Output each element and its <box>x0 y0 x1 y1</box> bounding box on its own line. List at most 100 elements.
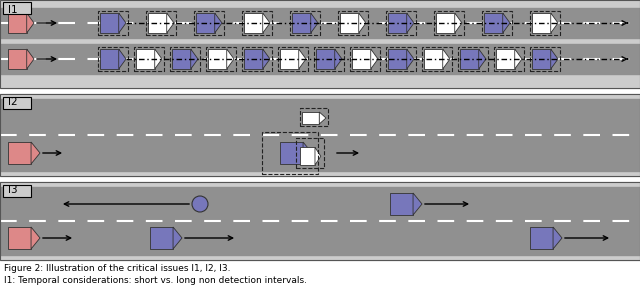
Bar <box>460 49 479 69</box>
Bar <box>206 47 236 71</box>
Bar <box>296 138 324 168</box>
Bar <box>496 49 515 69</box>
Polygon shape <box>479 49 486 69</box>
Bar <box>300 108 328 126</box>
Bar <box>242 11 272 35</box>
Bar <box>280 142 303 164</box>
Bar <box>350 47 380 71</box>
Text: I2: I2 <box>8 97 18 107</box>
Bar <box>300 147 315 165</box>
Polygon shape <box>455 13 462 33</box>
Bar <box>0 94 640 176</box>
Polygon shape <box>166 13 174 33</box>
Circle shape <box>192 196 208 212</box>
Polygon shape <box>359 13 366 33</box>
Bar <box>0 99 640 171</box>
Bar <box>100 49 119 69</box>
Polygon shape <box>550 49 558 69</box>
Bar <box>8 227 31 249</box>
Bar <box>3 97 31 109</box>
Bar <box>208 49 227 69</box>
Polygon shape <box>303 142 312 164</box>
Bar <box>98 11 128 35</box>
Bar <box>136 49 155 69</box>
Polygon shape <box>299 49 306 69</box>
Bar <box>0 44 640 74</box>
Polygon shape <box>315 147 321 165</box>
Bar <box>316 49 335 69</box>
Bar <box>262 132 318 174</box>
Text: I3: I3 <box>8 185 18 195</box>
Bar <box>482 11 512 35</box>
Bar <box>98 47 128 71</box>
Polygon shape <box>371 49 378 69</box>
Polygon shape <box>215 13 222 33</box>
Bar <box>458 47 488 71</box>
Bar <box>290 11 320 35</box>
Polygon shape <box>311 13 318 33</box>
Polygon shape <box>155 49 162 69</box>
Bar <box>100 13 119 33</box>
Bar <box>352 49 371 69</box>
Polygon shape <box>443 49 450 69</box>
Polygon shape <box>227 49 234 69</box>
Bar <box>8 13 27 33</box>
Bar <box>146 11 176 35</box>
Bar <box>0 8 640 38</box>
Bar <box>242 47 272 71</box>
Bar <box>170 47 200 71</box>
Polygon shape <box>31 142 40 164</box>
Bar <box>530 227 553 249</box>
Polygon shape <box>173 227 182 249</box>
Bar <box>484 13 503 33</box>
Bar <box>388 49 407 69</box>
Bar <box>292 13 311 33</box>
Bar <box>530 47 560 71</box>
Bar <box>532 13 550 33</box>
Polygon shape <box>263 13 270 33</box>
Bar <box>278 47 308 71</box>
Bar <box>8 49 27 69</box>
Polygon shape <box>413 193 422 215</box>
Bar <box>244 13 263 33</box>
Text: Figure 2: Illustration of the critical issues I1, I2, I3.: Figure 2: Illustration of the critical i… <box>4 264 230 273</box>
Bar <box>338 11 368 35</box>
Bar <box>494 47 524 71</box>
Bar <box>194 11 224 35</box>
Bar <box>314 47 344 71</box>
Polygon shape <box>335 49 342 69</box>
Bar <box>386 47 416 71</box>
Bar <box>8 142 31 164</box>
Bar <box>436 13 455 33</box>
Bar <box>390 193 413 215</box>
Bar <box>532 49 550 69</box>
Bar <box>0 182 640 260</box>
Bar <box>172 49 191 69</box>
Bar <box>3 2 31 14</box>
Bar <box>422 47 452 71</box>
Polygon shape <box>191 49 198 69</box>
Polygon shape <box>263 49 270 69</box>
Bar <box>148 13 166 33</box>
Bar <box>0 0 640 88</box>
Bar <box>134 47 164 71</box>
Polygon shape <box>503 13 510 33</box>
Polygon shape <box>319 112 326 124</box>
Polygon shape <box>515 49 522 69</box>
Bar <box>0 187 640 255</box>
Polygon shape <box>31 227 40 249</box>
Polygon shape <box>407 13 414 33</box>
Polygon shape <box>27 13 34 33</box>
Bar <box>530 11 560 35</box>
Polygon shape <box>119 49 126 69</box>
Bar <box>434 11 464 35</box>
Bar <box>150 227 173 249</box>
Polygon shape <box>550 13 558 33</box>
Polygon shape <box>27 49 34 69</box>
Bar <box>3 185 31 197</box>
Bar <box>388 13 407 33</box>
Bar <box>0 94 640 176</box>
Bar <box>0 0 640 88</box>
Polygon shape <box>119 13 126 33</box>
Bar <box>386 11 416 35</box>
